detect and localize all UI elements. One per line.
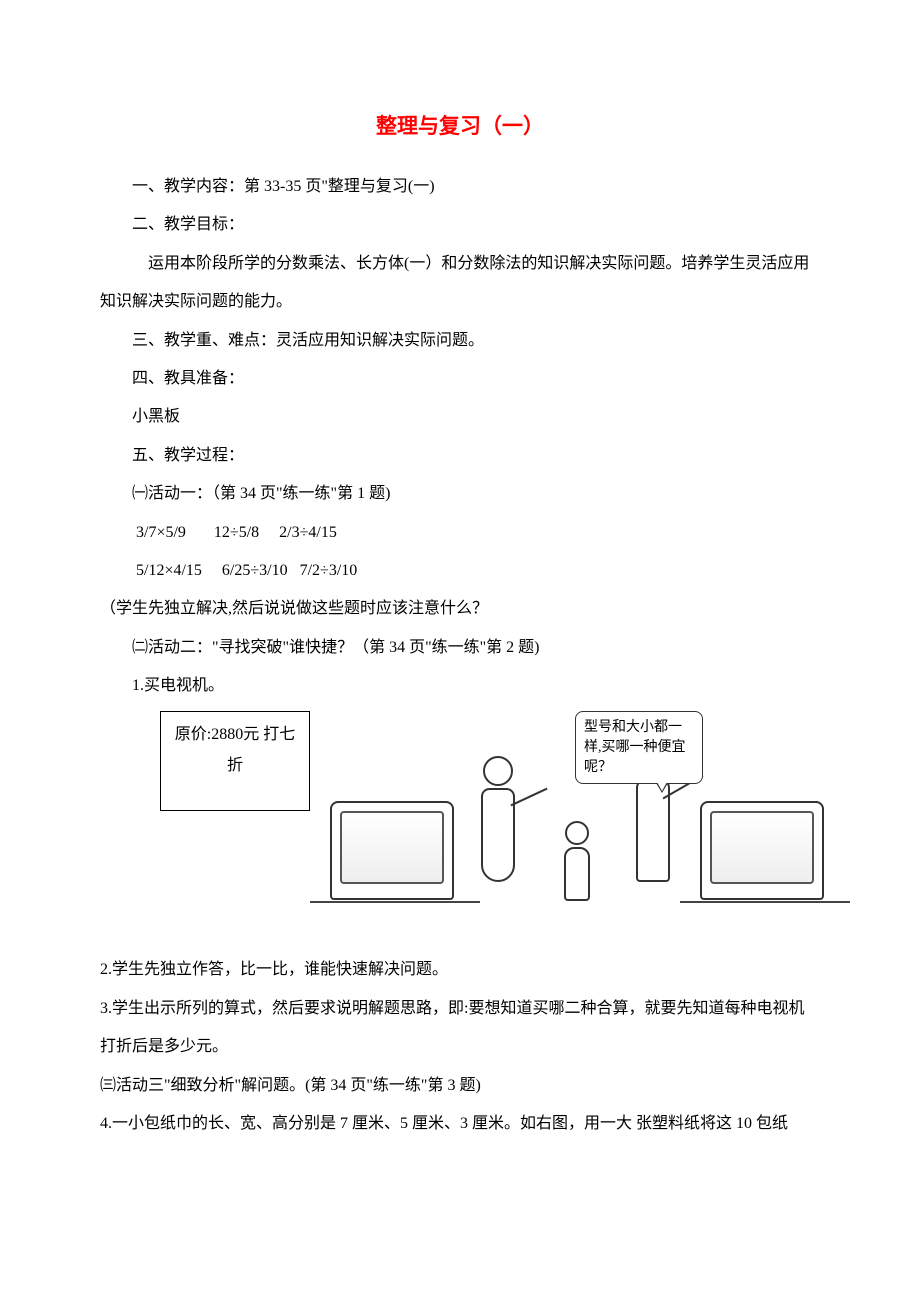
illustration-row: 原价:2880元 打七折 型号和大小都一样,买哪一种便宜呢？ [100,711,820,931]
price-tag-box: 原价:2880元 打七折 [160,711,310,811]
speech-bubble-text: 型号和大小都一样,买哪一种便宜呢？ [584,720,686,774]
section-content-heading: 一、教学内容：第 33-35 页"整理与复习(一) [100,168,820,206]
formula-row-1: 3/7×5/9 12÷5/8 2/3÷4/15 [100,514,820,552]
tv-stand-left [310,901,480,903]
section-tools-heading: 四、教具准备： [100,360,820,398]
page-title: 整理与复习（一） [100,110,820,140]
section-goal-heading: 二、教学目标： [100,206,820,244]
activity1-note: （学生先独立解决,然后说说做这些题时应该注意什么？ [100,590,820,628]
activity1-title: ㈠活动一：（第 34 页"练一练"第 1 题) [100,475,820,513]
activity3-title: ㈢活动三"细致分析"解问题。(第 34 页"练一练"第 3 题) [100,1067,820,1105]
section-tools-body: 小黑板 [100,398,820,436]
woman-figure-icon [475,756,521,882]
tv-right-icon [700,801,824,900]
section-keypoint: 三、教学重、难点：灵活应用知识解决实际问题。 [100,322,820,360]
activity2-title: ㈡活动二："寻找突破"谁快捷？（第 34 页"练一练"第 2 题) [100,629,820,667]
section-process-heading: 五、教学过程： [100,437,820,475]
speech-bubble: 型号和大小都一样,买哪一种便宜呢？ [575,711,703,784]
activity2-item1: 1.买电视机。 [100,667,820,705]
child-figure-icon [560,821,594,901]
speech-tail-icon [656,783,668,793]
scene-illustration: 型号和大小都一样,买哪一种便宜呢？ [310,711,830,931]
document-page: 整理与复习（一） 一、教学内容：第 33-35 页"整理与复习(一) 二、教学目… [0,0,920,1203]
formula-row-2: 5/12×4/15 6/25÷3/10 7/2÷3/10 [100,552,820,590]
tv-left-icon [330,801,454,900]
activity2-item2: 2.学生先独立作答，比一比，谁能快速解决问题。 [100,951,820,989]
section-goal-body: 运用本阶段所学的分数乘法、长方体(一）和分数除法的知识解决实际问题。培养学生灵活… [100,245,820,322]
activity2-item3: 3.学生出示所列的算式，然后要求说明解题思路，即:要想知道买哪二种合算，就要先知… [100,990,820,1067]
tv-stand-right [680,901,850,903]
activity3-item4: 4.一小包纸巾的长、宽、高分别是 7 厘米、5 厘米、3 厘米。如右图，用一大 … [100,1105,820,1143]
